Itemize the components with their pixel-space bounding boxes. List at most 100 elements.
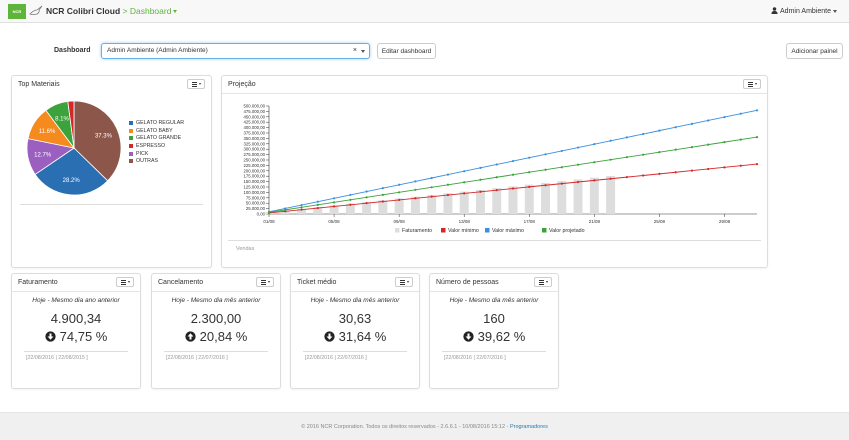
legend-swatch xyxy=(441,228,446,233)
series-point xyxy=(593,143,596,146)
series-point xyxy=(332,205,336,208)
series-point xyxy=(642,153,645,156)
chevron-down-icon xyxy=(545,281,548,283)
app-name[interactable]: NCR Colibri Cloud xyxy=(46,6,121,16)
divider xyxy=(228,240,761,241)
y-tick-label: 100.000,00 xyxy=(243,190,265,195)
clear-selection-icon[interactable]: × xyxy=(352,47,357,54)
ncr-logo[interactable]: NCR xyxy=(8,4,26,19)
kpi-change: 74,75 % xyxy=(12,329,140,344)
developers-link[interactable]: Programadores xyxy=(509,424,548,430)
divider xyxy=(222,93,767,94)
series-point xyxy=(674,148,677,151)
y-tick-label: 425.000,00 xyxy=(243,120,265,125)
series-point xyxy=(381,187,384,190)
kpi-change-value: 31,64 % xyxy=(338,329,387,344)
series-point xyxy=(755,109,759,112)
user-menu[interactable]: Admin Ambiente xyxy=(771,7,837,15)
series-point xyxy=(723,141,726,144)
add-panel-button[interactable]: Adicionar painel xyxy=(786,43,843,59)
x-tick-label: 13/08 xyxy=(459,219,471,224)
series-point xyxy=(658,151,661,154)
bar-faturamento xyxy=(606,175,616,214)
series-point xyxy=(381,200,384,203)
series-point xyxy=(332,201,336,204)
series-point xyxy=(365,190,368,193)
chevron-down-icon xyxy=(833,9,837,13)
series-point xyxy=(267,211,271,214)
bar-faturamento xyxy=(508,186,518,214)
y-tick-label: 0,00 xyxy=(257,212,266,217)
edit-dashboard-button[interactable]: Editar dashboard xyxy=(377,43,436,59)
divider xyxy=(164,351,268,352)
divider xyxy=(442,351,546,352)
panel-options-button[interactable] xyxy=(534,277,552,287)
y-tick-label: 350.000,00 xyxy=(243,136,265,141)
kpi-card-faturamento: Faturamento Hoje - Mesmo dia ano anterio… xyxy=(11,273,141,389)
series-point xyxy=(430,195,433,198)
kpi-change: 20,84 % xyxy=(152,329,280,344)
panel-options-button[interactable] xyxy=(116,277,134,287)
arrow-down-circle-icon xyxy=(45,331,56,342)
series-point xyxy=(300,203,303,207)
bar-faturamento xyxy=(557,181,567,214)
pie-chart: 37.3% 28.2% 12.7% 11.6% 8.1% xyxy=(26,100,122,196)
dashboard-select[interactable]: Admin Ambiente (Admin Ambiente) × xyxy=(101,43,370,59)
bar-faturamento xyxy=(443,193,453,214)
kpi-subtitle: Hoje - Mesmo dia ano anterior xyxy=(32,297,120,304)
kpi-value: 4.900,34 xyxy=(50,311,102,326)
list-icon xyxy=(120,279,126,285)
kpi-subtitle: Hoje - Mesmo dia mês anterior xyxy=(310,297,400,304)
y-tick-label: 200.000,00 xyxy=(243,168,265,173)
kpi-value: 2.300,00 xyxy=(190,311,242,326)
y-tick-label: 75.000,00 xyxy=(246,195,266,200)
panel-options-button[interactable] xyxy=(187,79,205,89)
legend-swatch xyxy=(485,228,490,233)
kpi-dates: [22/08/2016 | 22/07/2016 ] xyxy=(305,355,367,361)
x-tick-label: 09/08 xyxy=(394,219,406,224)
series-point xyxy=(755,136,759,139)
dashboard-menu[interactable]: Dashboard xyxy=(129,6,172,16)
series-point xyxy=(674,171,677,174)
bar-faturamento xyxy=(589,177,599,214)
pie-slice xyxy=(67,100,75,149)
chevron-down-icon[interactable] xyxy=(361,50,365,53)
series-point xyxy=(560,149,563,153)
list-icon xyxy=(399,279,405,285)
panel-options-button[interactable] xyxy=(256,277,274,287)
series-point xyxy=(609,158,612,161)
y-tick-label: 475.000,00 xyxy=(243,109,265,114)
legend-swatch xyxy=(542,228,547,233)
legend-swatch xyxy=(129,128,133,133)
kpi-value: 30,63 xyxy=(338,311,372,326)
footer-text: © 2016 NCR Corporation. Todos os direito… xyxy=(301,424,510,430)
brand-breadcrumb: NCR Colibri Cloud > Dashboard xyxy=(46,6,178,16)
series-point xyxy=(446,183,450,186)
series-point xyxy=(284,208,287,211)
panel-title: Top Materiais xyxy=(18,81,60,88)
series-point xyxy=(414,197,417,200)
list-icon xyxy=(191,81,197,87)
breadcrumb-separator: > xyxy=(122,6,128,16)
bar-faturamento xyxy=(573,179,583,214)
y-tick-label: 325.000,00 xyxy=(243,141,265,146)
legend-swatch xyxy=(395,228,400,233)
series-point xyxy=(511,187,515,190)
panel-options-button[interactable] xyxy=(395,277,413,287)
list-icon xyxy=(747,81,753,87)
series-point xyxy=(674,126,677,129)
pie-slice-label: 37.3% xyxy=(95,134,113,140)
legend-swatch xyxy=(129,159,133,164)
panel-options-button[interactable] xyxy=(743,79,761,89)
series-point xyxy=(560,166,563,169)
chevron-down-icon[interactable] xyxy=(173,10,178,14)
legend-label: Faturamento xyxy=(402,228,432,234)
bar-faturamento xyxy=(378,200,388,214)
series-point xyxy=(690,169,694,172)
legend-item: GELATO GRANDE xyxy=(129,134,184,142)
divider xyxy=(152,291,280,292)
series-point xyxy=(625,156,628,159)
legend-item: PICK xyxy=(129,150,184,158)
series-point xyxy=(463,181,466,184)
series-point xyxy=(430,186,433,189)
